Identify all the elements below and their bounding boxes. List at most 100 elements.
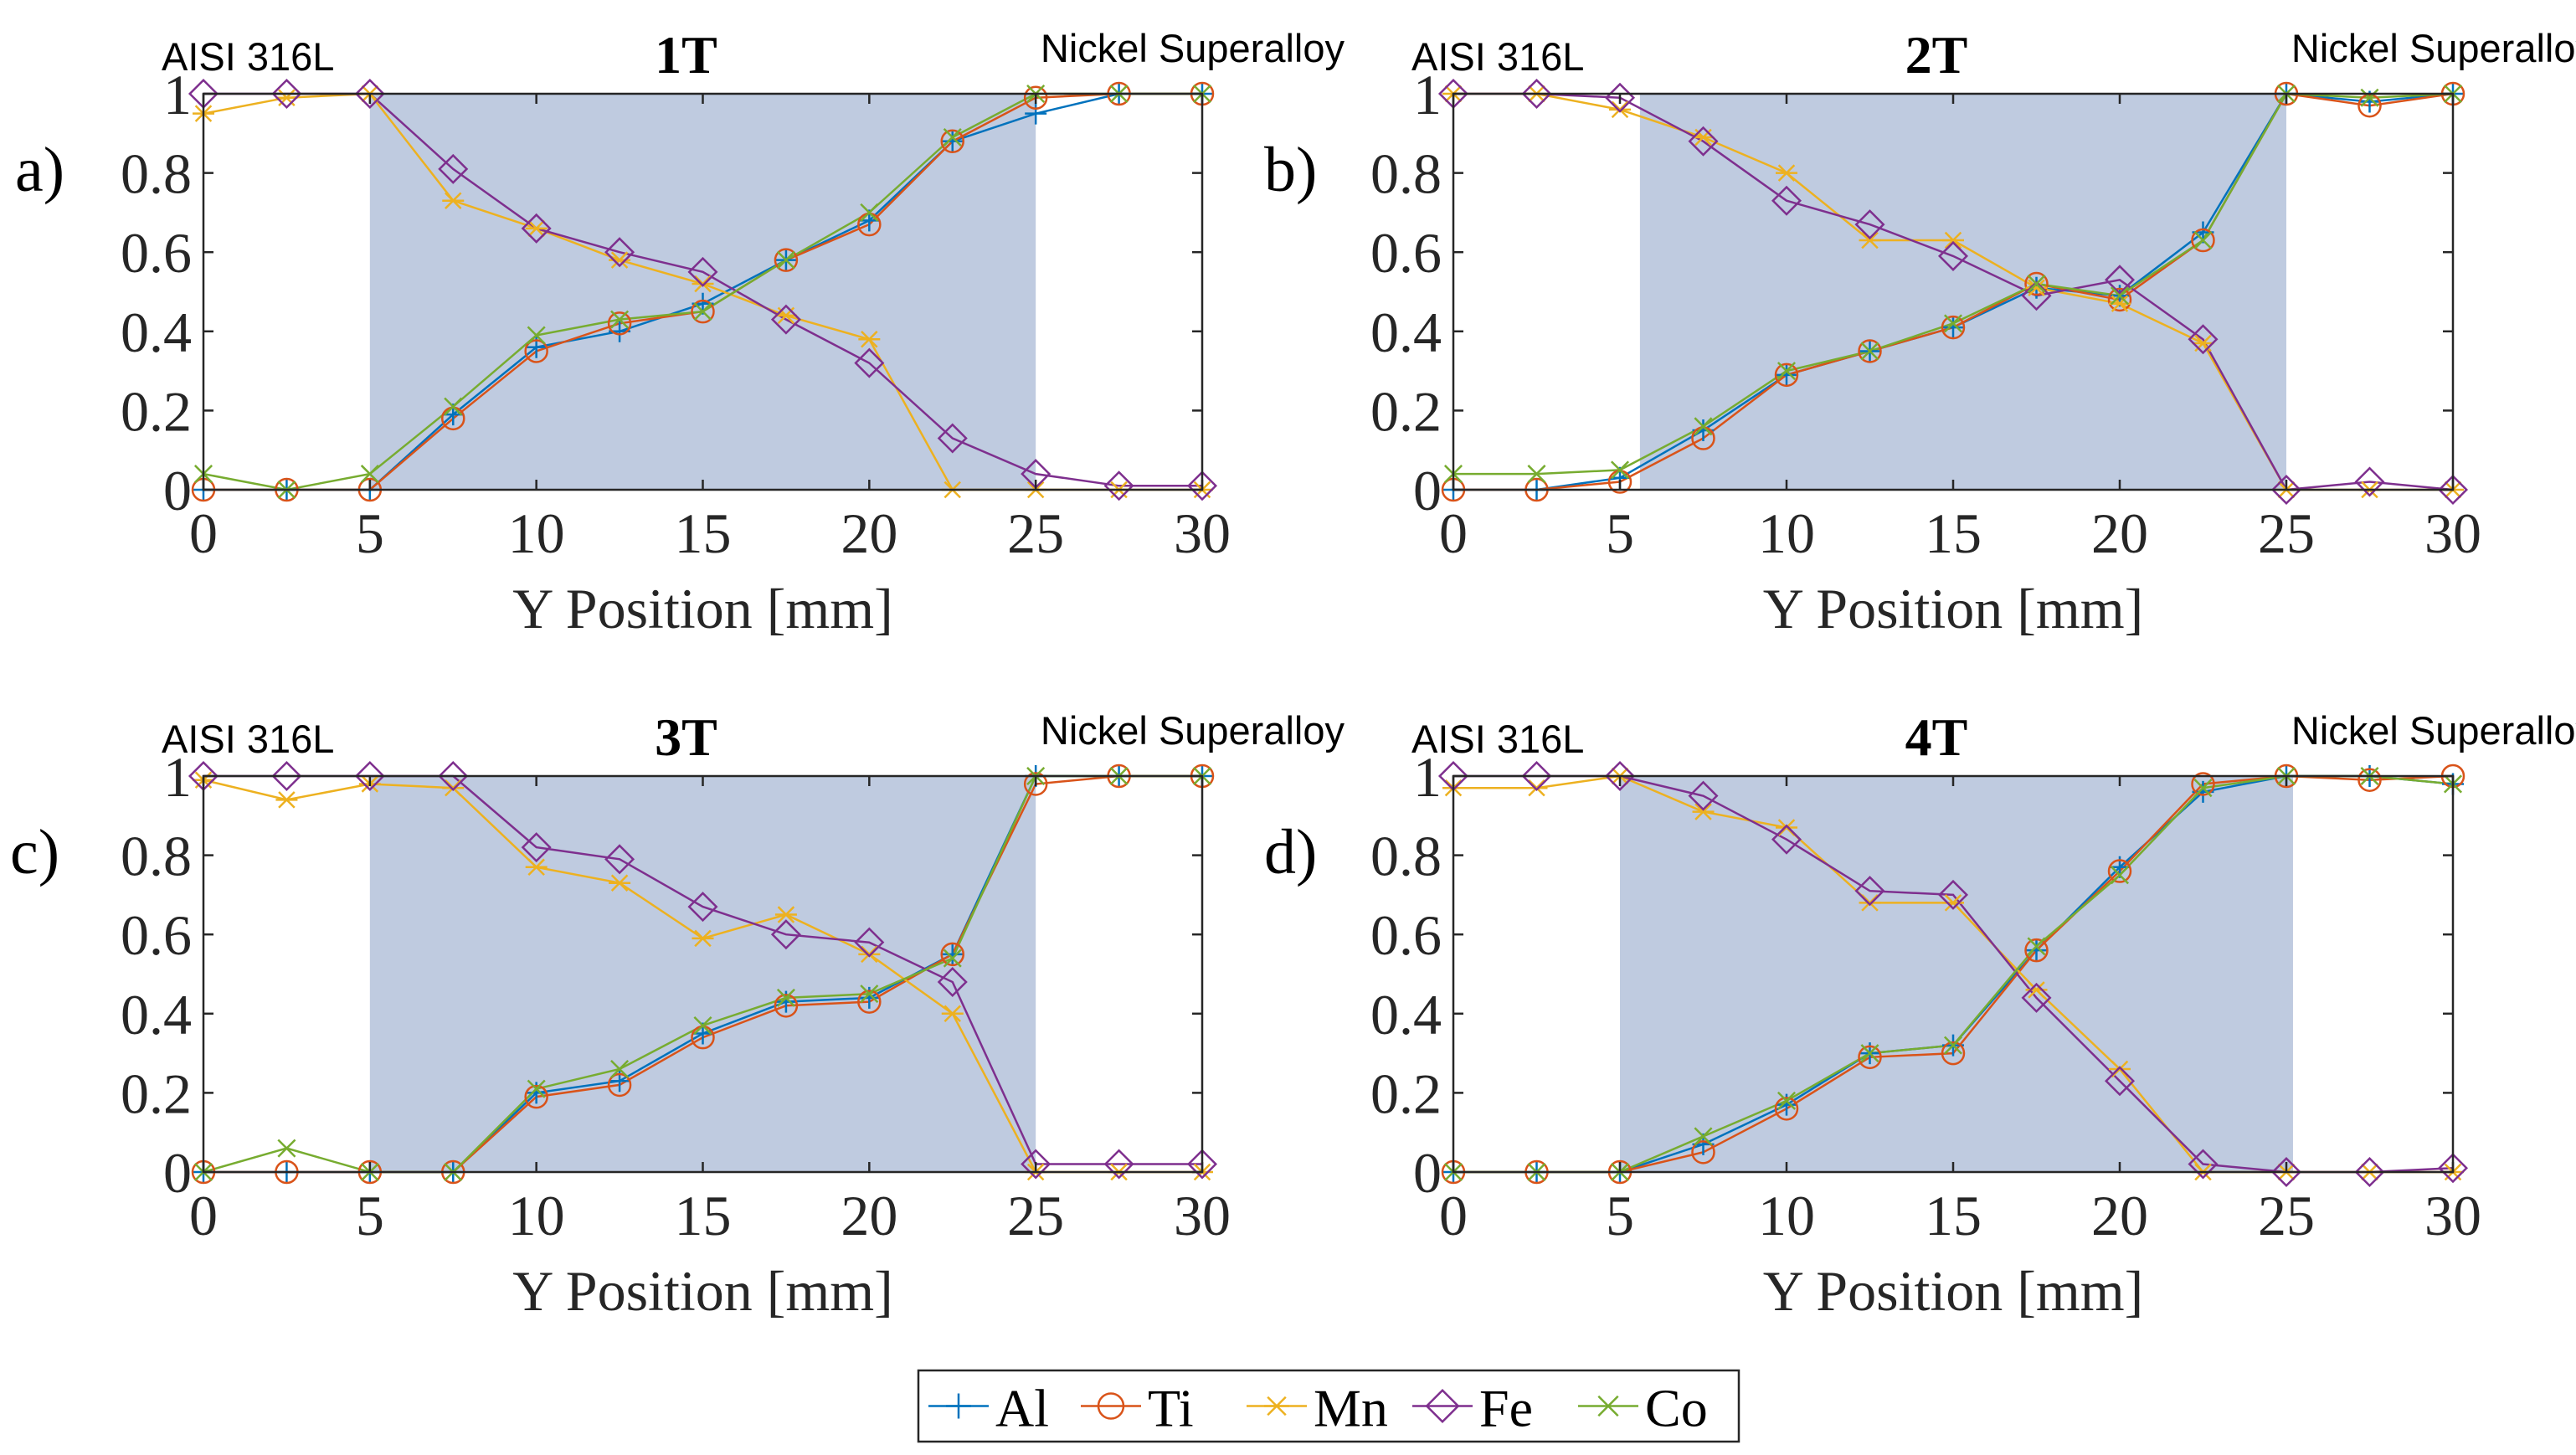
panel-label: d): [1264, 817, 1317, 887]
data-point-fe: [2104, 1066, 2136, 1097]
data-point-fe: [1854, 209, 1885, 240]
data-point-mn: [692, 275, 714, 293]
data-point-fe: [2188, 1149, 2219, 1180]
data-point-ti: [1774, 362, 1799, 388]
data-point-ti: [1774, 1097, 1799, 1121]
data-point-co: [2110, 286, 2130, 306]
data-point-fe: [854, 927, 885, 958]
data-point-ti: [1691, 1140, 1715, 1165]
data-point-ti: [2024, 271, 2049, 296]
data-point-fe: [2437, 1153, 2469, 1184]
y-tick-label: 0.8: [121, 825, 192, 888]
data-point-ti: [2191, 228, 2215, 253]
data-point-mn: [525, 219, 548, 238]
data-point-mn: [1859, 231, 1881, 249]
y-tick-label: 1: [1413, 63, 1442, 126]
data-point-mn: [609, 251, 631, 269]
data-point-co: [2193, 230, 2213, 250]
legend-marker-al: [946, 1393, 971, 1419]
y-tick-label: 0.6: [121, 903, 192, 967]
data-point-co: [1610, 460, 1630, 480]
chart-panel-2: 0 5 10 15 20 25 30 0 0.2 0.4 0.6 0.8 1 Y Position [mm…: [1264, 25, 2576, 640]
data-point-mn: [692, 929, 714, 948]
data-point-ti: [774, 994, 799, 1018]
x-tick-label: 30: [2424, 1184, 2481, 1247]
data-point-co: [527, 1079, 546, 1098]
data-point-fe: [1771, 824, 1802, 855]
right-annotation: Nickel Superalloy: [2291, 26, 2576, 70]
legend-entry-ti: Ti: [1081, 1379, 1194, 1438]
data-point-fe: [1521, 78, 1552, 110]
data-point-co: [1776, 1091, 1797, 1110]
data-point-ti: [1023, 85, 1048, 110]
legend-label: Mn: [1314, 1379, 1388, 1438]
data-point-co: [2193, 779, 2213, 798]
data-point-ti: [940, 942, 964, 967]
data-point-al: [1942, 316, 1964, 339]
shaded-region: [1620, 776, 2293, 1172]
legend-marker-co: [1597, 1395, 1619, 1417]
x-tick-label: 15: [1925, 1184, 1982, 1247]
data-point-ti: [2107, 287, 2132, 312]
chart-panel-1: 0 5 10 15 20 25 30 0 0.2 0.4 0.6 0.8 1 Y Position [mm…: [15, 25, 1345, 640]
x-tick-label: 5: [356, 1184, 384, 1247]
x-tick-label: 25: [1007, 1184, 1064, 1247]
y-tick-label: 0.4: [121, 301, 192, 364]
data-point-fe: [1604, 760, 1636, 792]
x-axis-label: Y Position [mm]: [512, 577, 893, 640]
data-point-mn: [1692, 803, 1715, 820]
y-tick-label: 0: [1413, 459, 1442, 522]
data-point-fe: [854, 347, 885, 378]
data-point-co: [693, 1015, 712, 1036]
chart-panel-4: 0 5 10 15 20 25 30 0 0.2 0.4 0.6 0.8 1 Y Position [mm…: [1264, 707, 2576, 1323]
legend-marker-fe: [1425, 1388, 1460, 1424]
x-tick-label: 25: [2258, 1184, 2315, 1247]
data-point-mn: [2025, 279, 2048, 297]
left-annotation: AISI 316L: [162, 34, 334, 79]
data-point-fe: [1021, 1149, 1051, 1180]
legend-entry-mn: Mn: [1247, 1379, 1388, 1438]
data-point-fe: [770, 304, 801, 335]
data-point-fe: [271, 760, 302, 792]
data-point-ti: [2107, 859, 2132, 883]
data-point-mn: [442, 192, 465, 209]
data-point-ti: [607, 1072, 632, 1098]
data-point-co: [2360, 88, 2379, 107]
x-tick-label: 15: [675, 1184, 732, 1247]
y-tick-label: 0: [163, 1141, 192, 1205]
data-point-co: [1527, 465, 1546, 484]
x-tick-label: 0: [189, 501, 218, 565]
data-point-ti: [1941, 315, 1966, 340]
y-tick-label: 0.6: [1370, 903, 1442, 967]
legend-label: Co: [1645, 1379, 1708, 1438]
data-point-mn: [2109, 1060, 2131, 1078]
data-point-fe: [1771, 185, 1802, 216]
data-point-ti: [940, 129, 964, 154]
left-annotation: AISI 316L: [1411, 34, 1584, 79]
data-point-fe: [438, 760, 469, 792]
data-point-co: [860, 203, 879, 222]
shaded-region: [369, 776, 1036, 1172]
x-tick-label: 30: [1174, 501, 1231, 565]
data-point-co: [1694, 417, 1713, 436]
panel-label: c): [10, 817, 59, 887]
x-axis-label: Y Position [mm]: [512, 1259, 893, 1323]
data-point-co: [1776, 362, 1797, 381]
data-point-mn: [1609, 100, 1631, 119]
data-point-mn: [1776, 819, 1797, 836]
data-point-fe: [1103, 470, 1134, 501]
y-tick-label: 0.8: [1370, 142, 1442, 206]
data-point-fe: [354, 78, 385, 110]
data-point-fe: [1854, 876, 1885, 907]
panel-label: a): [15, 135, 64, 205]
data-point-co: [1943, 314, 1963, 333]
data-point-fe: [354, 760, 385, 792]
x-tick-label: 10: [1758, 501, 1815, 565]
data-point-fe: [2021, 982, 2052, 1013]
data-point-co: [444, 397, 463, 416]
x-tick-label: 10: [508, 1184, 565, 1247]
data-point-fe: [604, 844, 635, 875]
data-point-fe: [1937, 240, 1969, 271]
